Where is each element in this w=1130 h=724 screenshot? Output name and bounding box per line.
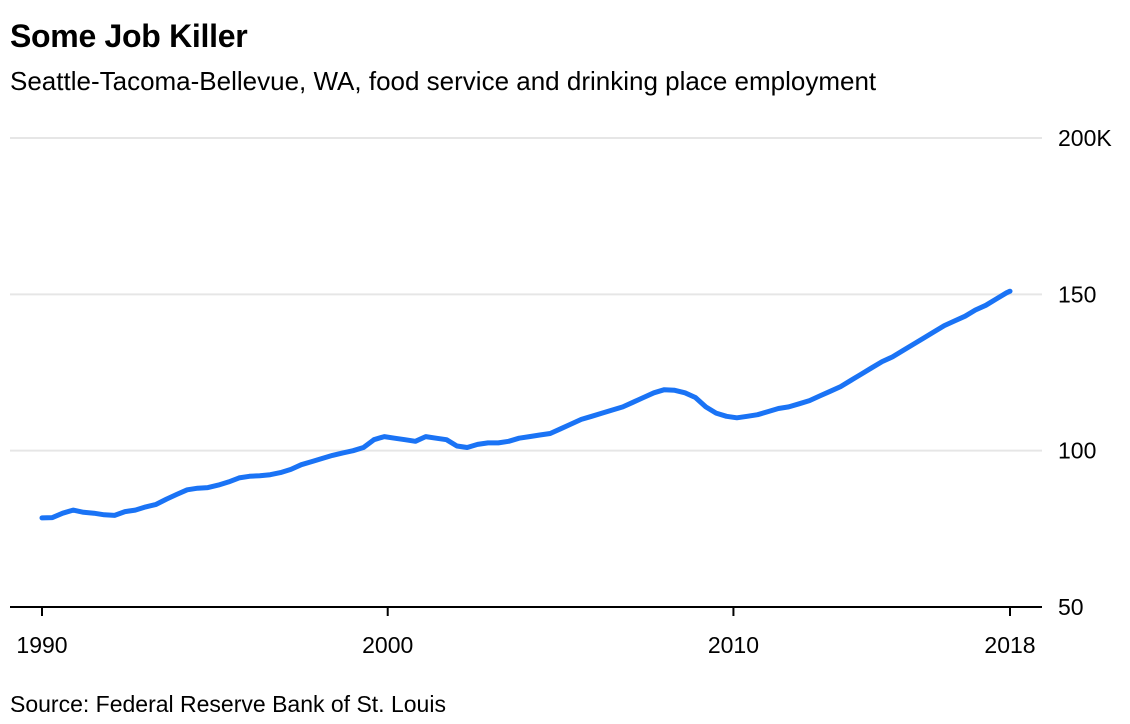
x-axis-labels: 1990 2000 2010 2018	[16, 632, 1035, 658]
x-axis	[10, 606, 1042, 616]
x-tick-label: 2010	[708, 632, 759, 658]
y-tick-label: 150	[1058, 281, 1096, 307]
chart-title: Some Job Killer	[10, 18, 248, 54]
series-layer	[39, 288, 1013, 521]
y-tick-label: 200K	[1058, 125, 1112, 151]
y-tick-label: 50	[1058, 594, 1084, 620]
x-tick-label: 2018	[984, 632, 1035, 658]
x-tick-label: 1990	[16, 632, 67, 658]
source-note: Source: Federal Reserve Bank of St. Loui…	[10, 691, 446, 717]
y-tick-label: 100	[1058, 438, 1096, 464]
x-tick-label: 2000	[362, 632, 413, 658]
y-axis-labels: 200K 150 100 50	[1058, 125, 1112, 620]
gridlines	[10, 137, 1042, 452]
chart-subtitle: Seattle-Tacoma-Bellevue, WA, food servic…	[10, 66, 877, 96]
line-chart: 200K 150 100 50 1990 2000 2010 2018	[10, 125, 1112, 658]
series-line	[39, 288, 1013, 521]
